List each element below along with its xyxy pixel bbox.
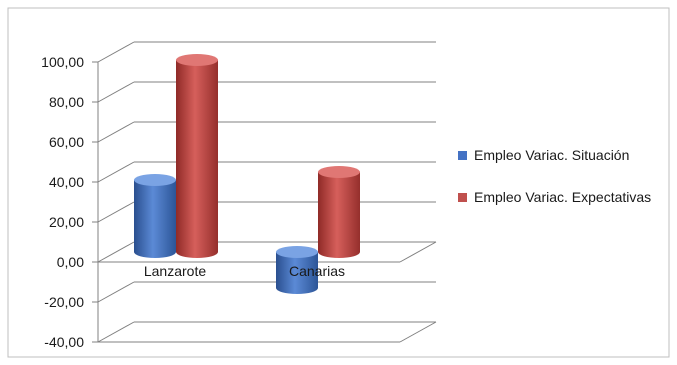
y-tick-label: -40,00 [44,334,84,350]
bar-body [176,60,218,258]
gridline-side [97,281,135,303]
bar-body [276,252,318,294]
chart-border [7,7,670,358]
y-tick-label: 100,00 [41,54,84,70]
legend-label-expectativas: Empleo Variac. Expectativas [474,189,652,205]
legend-item-situacion: Empleo Variac. Situación [458,146,673,164]
bar-situacion-canarias [276,246,318,294]
gridline-side [97,241,135,263]
y-tick-label: 80,00 [49,94,84,110]
gridline-side [97,161,135,183]
bar-cap [176,54,218,66]
bar-expectativas-canarias [318,166,360,258]
bar-expectativas-lanzarote [176,54,218,258]
gridline-side [97,201,135,223]
legend-item-expectativas: Empleo Variac. Expectativas [458,188,673,206]
legend: Empleo Variac. Situación Empleo Variac. … [458,146,673,206]
zero-plane-right-edge [399,241,437,263]
bars [134,54,360,294]
y-tick-label: -20,00 [44,294,84,310]
legend-label-situacion: Empleo Variac. Situación [474,147,630,163]
bar-body [134,180,176,258]
legend-swatch-expectativas [458,193,467,202]
y-tick-label: 0,00 [57,254,84,270]
gridline-side [97,121,135,143]
gridline-side [97,41,135,63]
gridline-side [97,321,135,343]
y-tick-label: 20,00 [49,214,84,230]
gridline-side [97,81,135,103]
category-label-canarias: Canarias [289,263,345,279]
y-tick-label: 60,00 [49,134,84,150]
bar-situacion-lanzarote [134,174,176,258]
bar-cap [276,246,318,258]
category-label-lanzarote: Lanzarote [144,263,206,279]
bar-cap [134,174,176,186]
bar-body [318,172,360,258]
legend-swatch-situacion [458,151,467,160]
floor-right-edge [399,321,437,343]
bar-cap [318,166,360,178]
labels: 100,00 80,00 60,00 40,00 20,00 0,00 -20,00 -40,… [41,54,345,350]
y-tick-label: 40,00 [49,174,84,190]
